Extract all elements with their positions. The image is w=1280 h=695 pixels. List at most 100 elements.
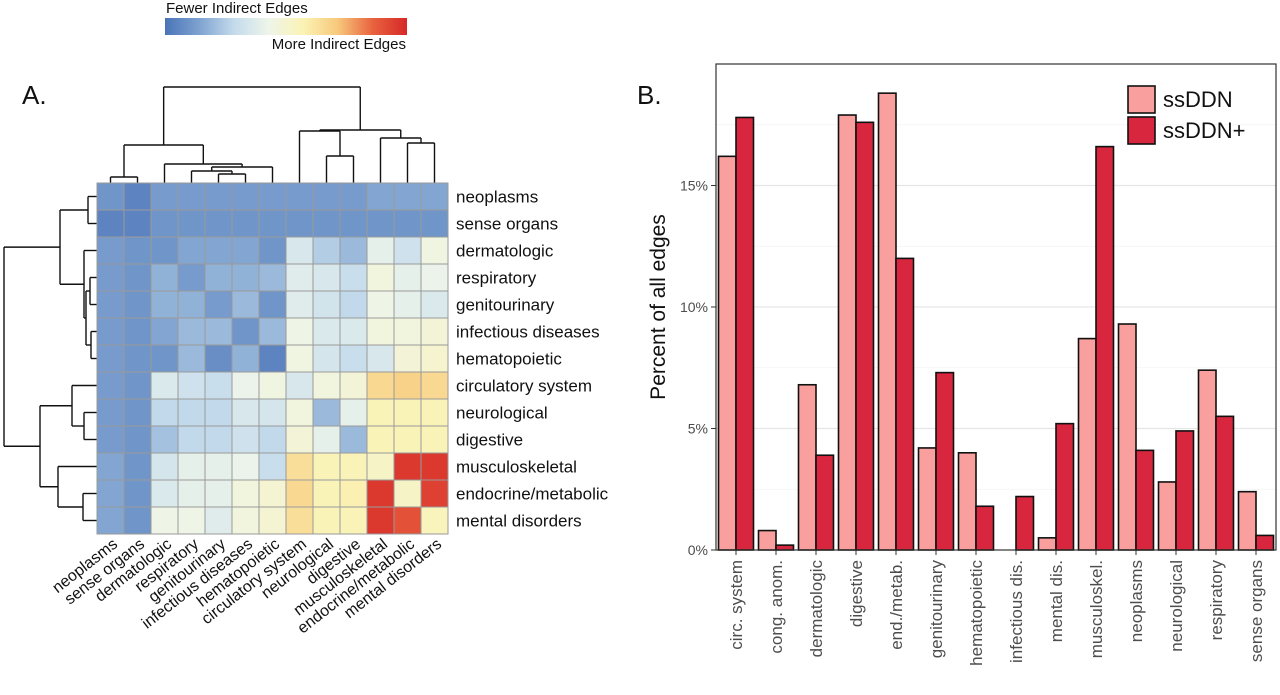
- bar-ssddn-plus: [975, 505, 995, 551]
- heatmap-cell: [285, 479, 314, 508]
- heatmap-cell: [258, 371, 287, 400]
- heatmap-cell: [231, 317, 260, 346]
- heatmap-cell: [177, 452, 206, 481]
- heatmap-cell: [258, 182, 287, 211]
- x-tick-label: cong. anom.: [767, 560, 786, 654]
- heatmap-cell: [393, 452, 422, 481]
- heatmap-cell: [204, 479, 233, 508]
- heatmap-cell: [231, 398, 260, 427]
- heatmap-cell: [312, 398, 341, 427]
- heatmap-row-label: respiratory: [456, 269, 537, 288]
- heatmap-cell: [150, 425, 179, 454]
- heatmap-cell: [123, 371, 152, 400]
- heatmap-cell: [231, 506, 260, 535]
- heatmap-cell: [420, 209, 449, 238]
- heatmap-cell: [204, 317, 233, 346]
- heatmap-cell: [258, 263, 287, 292]
- heatmap-cell: [420, 425, 449, 454]
- heatmap-cell: [420, 263, 449, 292]
- heatmap-cell: [258, 398, 287, 427]
- heatmap-cell: [393, 344, 422, 373]
- heatmap-cell: [285, 398, 314, 427]
- heatmap-cell: [231, 344, 260, 373]
- legend-swatch: [1127, 85, 1156, 114]
- x-tick-label: sense organs: [1247, 560, 1266, 662]
- heatmap-cell: [366, 452, 395, 481]
- heatmap-cell: [123, 290, 152, 319]
- heatmap-cell: [231, 290, 260, 319]
- heatmap-cell: [393, 371, 422, 400]
- bar-ssddn-plus: [935, 371, 955, 551]
- bar-ssddn: [1197, 369, 1217, 551]
- heatmap-cell: [177, 182, 206, 211]
- heatmap-cell: [366, 398, 395, 427]
- heatmap-cell: [366, 371, 395, 400]
- colorbar: Fewer Indirect Edges More Indirect Edges: [165, 0, 407, 53]
- heatmap-cell: [285, 182, 314, 211]
- y-tick-label: 15%: [680, 178, 708, 194]
- heatmap-cell: [393, 263, 422, 292]
- heatmap-cell: [96, 263, 125, 292]
- heatmap-cell: [150, 452, 179, 481]
- heatmap-cell: [285, 236, 314, 265]
- heatmap-cell: [150, 371, 179, 400]
- heatmap-cell: [258, 236, 287, 265]
- heatmap-row-label: hematopoietic: [456, 350, 562, 369]
- legend-label: ssDDN: [1163, 87, 1233, 112]
- heatmap-cell: [177, 506, 206, 535]
- bar-ssddn: [917, 447, 937, 551]
- heatmap-cell: [123, 344, 152, 373]
- bar-ssddn-plus: [1255, 534, 1275, 551]
- heatmap-cell: [420, 317, 449, 346]
- x-tick-label: dermatologic: [807, 560, 826, 658]
- heatmap-cell: [285, 263, 314, 292]
- heatmap-cell: [339, 452, 368, 481]
- heatmap-cell: [258, 317, 287, 346]
- heatmap-cell: [393, 182, 422, 211]
- heatmap-cell: [204, 236, 233, 265]
- heatmap-cell: [339, 479, 368, 508]
- heatmap-cell: [285, 344, 314, 373]
- x-axis-ticks: circ. system cong. anom. dermatologic diges…: [727, 550, 1266, 666]
- y-axis-label: Percent of all edges: [647, 214, 670, 400]
- panel-b: B. 0% 5% 10% 15% circ. system cong. anom. der…: [637, 63, 1277, 666]
- heatmap-cell: [150, 317, 179, 346]
- heatmap-cell: [339, 506, 368, 535]
- bar-ssddn: [1117, 323, 1137, 551]
- legend: ssDDN ssDDN+: [1127, 85, 1246, 145]
- heatmap-cell: [96, 290, 125, 319]
- bar-ssddn: [797, 383, 817, 551]
- heatmap-cell: [231, 452, 260, 481]
- heatmap-cell: [366, 479, 395, 508]
- heatmap-cell: [312, 425, 341, 454]
- heatmap-cell: [285, 290, 314, 319]
- colorbar-gradient: [165, 18, 407, 35]
- bar-ssddn-plus: [735, 116, 755, 551]
- bar-ssddn-plus: [1175, 430, 1195, 551]
- x-tick-label: genitourinary: [927, 560, 946, 659]
- heatmap-cell: [312, 371, 341, 400]
- legend-label: ssDDN+: [1163, 118, 1246, 143]
- colorbar-low-label: Fewer Indirect Edges: [166, 0, 308, 17]
- heatmap-cell: [258, 209, 287, 238]
- heatmap-cell: [285, 371, 314, 400]
- heatmap-cell: [177, 209, 206, 238]
- heatmap-cell: [312, 506, 341, 535]
- bar-ssddn-plus: [1135, 449, 1155, 551]
- heatmap-cell: [96, 425, 125, 454]
- heatmap-cell: [231, 371, 260, 400]
- heatmap-cell: [150, 344, 179, 373]
- heatmap-cell: [312, 263, 341, 292]
- heatmap-cell: [393, 398, 422, 427]
- heatmap-cell: [258, 344, 287, 373]
- y-tick-label: 0%: [688, 542, 708, 558]
- heatmap-cell: [150, 506, 179, 535]
- heatmap-cell: [231, 263, 260, 292]
- heatmap-cell: [177, 263, 206, 292]
- heatmap-cell: [150, 290, 179, 319]
- bar-ssddn-plus: [1055, 422, 1075, 551]
- heatmap-cell: [123, 506, 152, 535]
- heatmap-cell: [339, 209, 368, 238]
